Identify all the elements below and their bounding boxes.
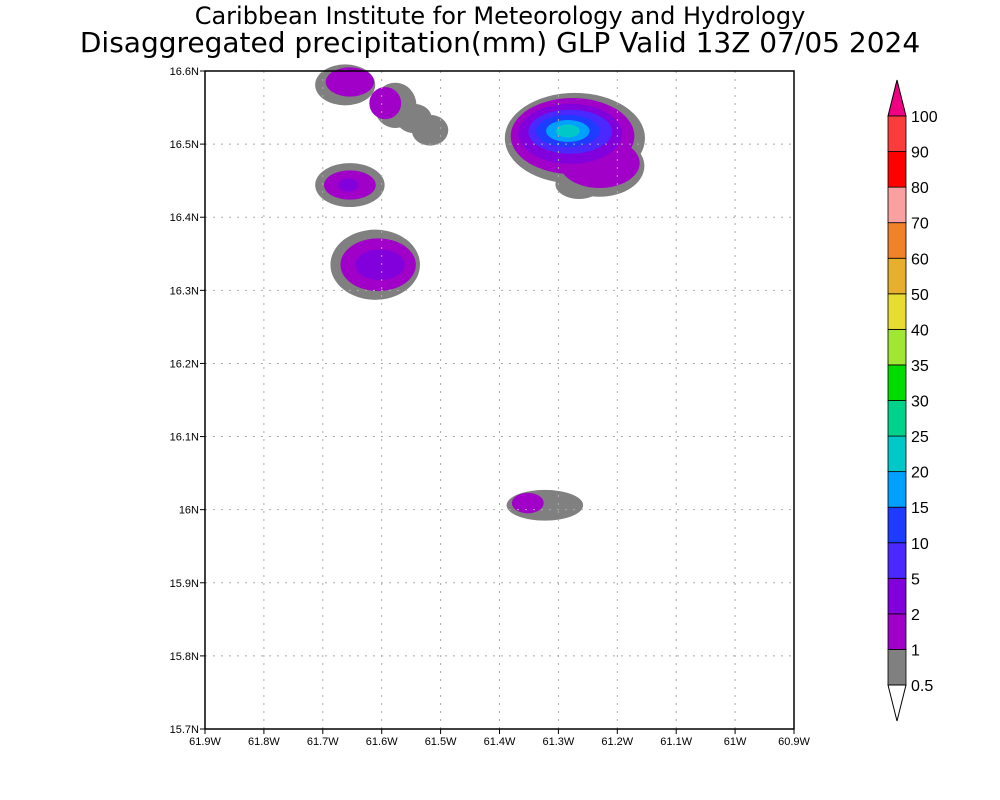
grid-lines — [205, 71, 794, 729]
lon-tick-label: 61W — [724, 736, 747, 748]
lon-tick-label: 61.9W — [189, 736, 221, 748]
colorbar-label: 80 — [911, 180, 929, 197]
colorbar-swatch — [887, 115, 907, 152]
colorbar-over-arrow — [887, 79, 907, 117]
title-product: Disaggregated precipitation(mm) GLP Vali… — [79, 26, 921, 59]
precip-cell — [556, 124, 580, 138]
colorbar-swatch — [887, 328, 907, 366]
precip-cell — [511, 492, 544, 514]
lon-tick-label: 61.7W — [307, 736, 339, 748]
precip-cell — [355, 249, 405, 281]
colorbar-label: 35 — [911, 358, 929, 375]
precip-cell — [396, 103, 432, 134]
lat-tick-label: 15.8N — [170, 651, 199, 663]
colorbar-swatch — [887, 542, 907, 579]
colorbar-swatch — [887, 613, 907, 650]
colorbar-swatch — [887, 257, 907, 295]
colorbar-swatch — [887, 364, 907, 401]
lon-tick-label: 61.5W — [425, 736, 457, 748]
colorbar-label: 5 — [911, 571, 920, 588]
lon-axis: 61.9W 61.8W 61.7W 61.6W 61.5W 61.4W 61.3W 61.2W… — [189, 729, 811, 748]
colorbar-label: 10 — [911, 536, 929, 553]
colorbar-label: 20 — [911, 465, 929, 482]
lat-tick-label: 16.2N — [170, 358, 199, 370]
colorbar-swatch — [887, 222, 907, 259]
precip-contours — [315, 64, 645, 521]
colorbar-label: 40 — [911, 322, 929, 339]
colorbar-label: 60 — [911, 251, 929, 268]
precip-cell — [369, 87, 402, 120]
lon-tick-label: 60.9W — [778, 736, 810, 748]
lat-axis: 15.7N 15.8N 15.9N 16N 16.1N 16.2N 16.3N 16.4N 16… — [170, 66, 205, 736]
lat-tick-label: 15.9N — [170, 578, 199, 590]
colorbar-label: 70 — [911, 216, 929, 233]
colorbar-swatch — [887, 435, 907, 473]
colorbar-swatch — [887, 649, 907, 686]
colorbar-swatch — [887, 471, 907, 508]
lon-tick-label: 61.6W — [366, 736, 398, 748]
colorbar-swatch — [887, 151, 907, 188]
lat-tick-label: 16.5N — [170, 139, 199, 151]
colorbar-label: 30 — [911, 394, 929, 411]
colorbar-swatch — [887, 400, 907, 437]
title-institute: Caribbean Institute for Meteorology and … — [194, 2, 806, 30]
lat-tick-label: 16.3N — [170, 285, 199, 297]
lon-tick-label: 61.4W — [484, 736, 516, 748]
colorbar-swatch — [887, 577, 907, 615]
colorbar-swatch — [887, 506, 907, 544]
colorbar-label: 25 — [911, 429, 929, 446]
lon-tick-label: 61.2W — [601, 736, 633, 748]
colorbar-under-arrow — [887, 684, 907, 722]
lat-tick-label: 15.7N — [170, 724, 199, 736]
colorbar-swatch — [887, 186, 907, 224]
lat-tick-label: 16.6N — [170, 66, 199, 78]
lat-tick-label: 16.1N — [170, 432, 199, 444]
lon-tick-label: 61.1W — [660, 736, 692, 748]
colorbar-label: 90 — [911, 145, 929, 162]
lat-tick-label: 16N — [179, 505, 199, 517]
colorbar-label: 100 — [911, 109, 938, 126]
lon-tick-label: 61.3W — [543, 736, 575, 748]
lon-tick-label: 61.8W — [248, 736, 280, 748]
colorbar-label: 1 — [911, 642, 920, 659]
precip-cell — [325, 67, 375, 97]
colorbar-label: 15 — [911, 500, 929, 517]
colorbar-label: 0.5 — [911, 678, 933, 695]
colorbar-swatch — [887, 293, 907, 330]
colorbar-label: 50 — [911, 287, 929, 304]
colorbar-label: 2 — [911, 607, 920, 624]
lat-tick-label: 16.4N — [170, 212, 199, 224]
precip-cell — [338, 178, 359, 192]
